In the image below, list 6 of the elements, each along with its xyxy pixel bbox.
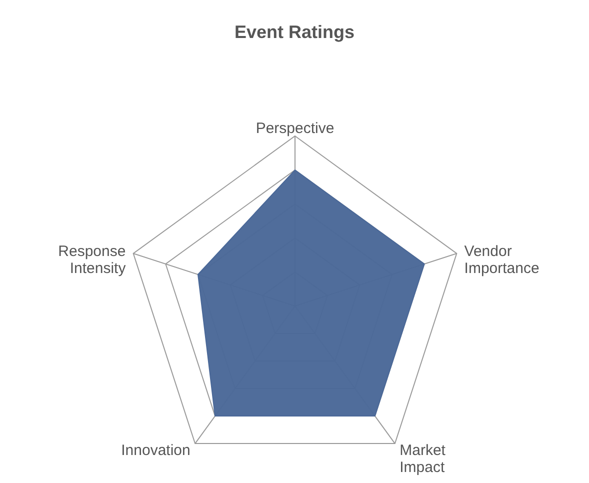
chart-title: Event Ratings [233, 22, 356, 43]
spoke-label: Innovation [121, 442, 190, 460]
spoke-label: Vendor Importance [464, 242, 540, 277]
spoke-label: Market Impact [400, 442, 446, 476]
spoke-label: Response Intensity [58, 242, 126, 277]
spoke-label: Perspective [256, 120, 334, 137]
